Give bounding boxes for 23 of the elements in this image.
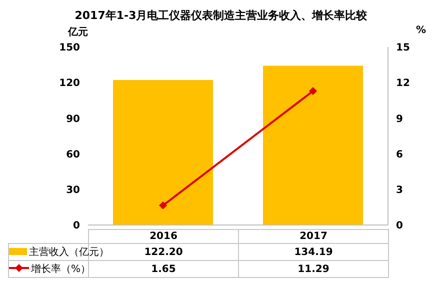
data-label: 122.20 — [144, 246, 183, 258]
legend-label: 主营收入（亿元） — [28, 246, 109, 260]
x-tick-label: 2016 — [88, 230, 238, 244]
y2-tick-label: 9 — [396, 114, 403, 125]
y2-tick-label: 3 — [396, 184, 403, 196]
y-tick-label: 90 — [66, 114, 80, 125]
legend-label: 增长率（%） — [8, 260, 91, 278]
y-tick-label: 0 — [73, 220, 80, 232]
y-tick-label: 150 — [59, 42, 80, 54]
y2-axis-title: % — [416, 25, 426, 38]
chart-title: 2017年1-3月电工仪器仪表制造主营业务收入、增长率比较 — [74, 8, 368, 23]
y-tick-label: 120 — [59, 78, 80, 90]
y-axis-title: 亿元 — [68, 26, 88, 39]
y2-tick-label: 12 — [396, 78, 410, 90]
data-label: 1.65 — [151, 264, 176, 274]
data-label: 11.29 — [238, 260, 388, 278]
y-tick-label: 30 — [66, 184, 80, 196]
y2-tick-label: 6 — [396, 149, 403, 160]
x-tick-label: 2017 — [238, 230, 388, 244]
y2-tick-label: 15 — [396, 42, 410, 54]
y-tick-label: 60 — [66, 149, 80, 160]
y2-tick-label: 0 — [396, 220, 403, 232]
data-label: 134.19 — [238, 244, 388, 260]
